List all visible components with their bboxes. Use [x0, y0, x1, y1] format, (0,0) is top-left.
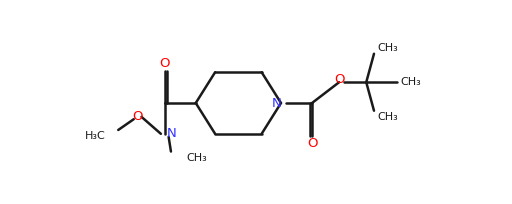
Text: CH₃: CH₃ — [377, 112, 398, 122]
Text: CH₃: CH₃ — [400, 77, 421, 87]
Text: O: O — [133, 110, 143, 123]
Text: CH₃: CH₃ — [186, 153, 207, 163]
Text: O: O — [307, 136, 317, 150]
Text: N: N — [166, 127, 176, 140]
Text: O: O — [160, 57, 170, 70]
Text: CH₃: CH₃ — [377, 43, 398, 53]
Text: N: N — [271, 96, 281, 110]
Text: O: O — [334, 73, 345, 86]
Text: H₃C: H₃C — [85, 131, 106, 141]
